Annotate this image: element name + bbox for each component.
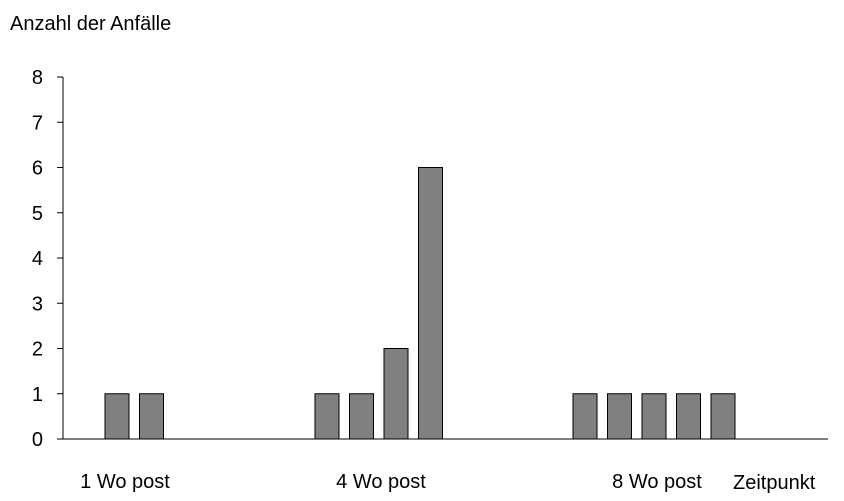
y-tick-label: 8: [32, 67, 43, 89]
x-axis-label: Zeitpunkt: [733, 472, 816, 494]
bar: [710, 393, 736, 440]
x-tick-label: 4 Wo post: [336, 471, 426, 493]
bars: [104, 167, 736, 440]
bar: [641, 393, 667, 440]
x-tick-label: 8 Wo post: [612, 471, 702, 493]
y-ticks: 0 1 2 3 4 5 6 7 8: [32, 67, 63, 451]
y-tick-label: 2: [32, 339, 43, 361]
bar: [676, 393, 701, 440]
bar: [383, 348, 409, 440]
y-tick-label: 5: [32, 203, 43, 225]
bar: [607, 393, 632, 440]
x-tick-labels: 1 Wo post 4 Wo post 8 Wo post: [80, 471, 702, 493]
y-tick-label: 6: [32, 158, 43, 180]
y-tick-label: 7: [32, 112, 43, 134]
y-tick-label: 1: [32, 384, 43, 406]
y-tick-label: 0: [32, 429, 43, 451]
bar: [139, 393, 164, 440]
x-tick-label: 1 Wo post: [80, 471, 170, 493]
bar: [104, 393, 130, 440]
bar: [349, 393, 374, 440]
bar: [572, 393, 598, 440]
y-axis-label: Anzahl der Anfälle: [10, 13, 171, 35]
bar: [418, 167, 443, 440]
y-tick-label: 3: [32, 293, 43, 315]
bar: [314, 393, 340, 440]
y-tick-label: 4: [32, 248, 43, 270]
